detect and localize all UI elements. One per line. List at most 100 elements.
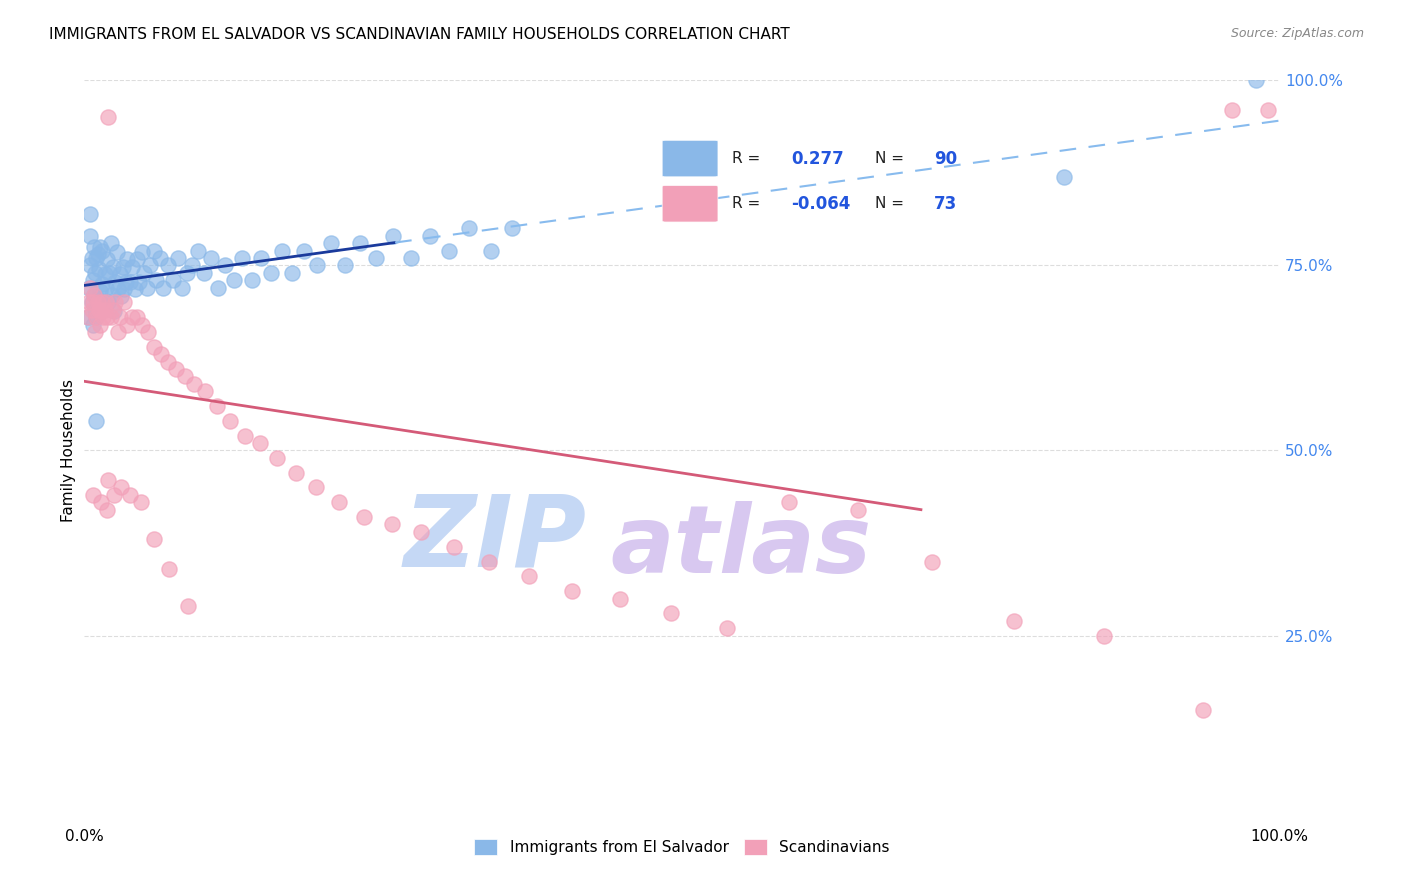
Point: [222, 273, 245, 287]
Point: [86, 310, 108, 325]
Point: [183, 376, 205, 391]
Point: [139, 259, 162, 273]
Point: [97, 473, 120, 487]
Point: [176, 266, 198, 280]
Point: [1257, 103, 1279, 117]
Point: [157, 259, 180, 273]
Point: [118, 275, 141, 289]
Point: [200, 251, 222, 265]
Point: [77, 310, 100, 325]
Point: [77, 280, 100, 294]
Point: [177, 599, 200, 613]
Point: [93, 297, 115, 311]
Point: [131, 245, 153, 260]
Point: [307, 259, 329, 273]
Point: [98, 266, 121, 280]
Point: [1092, 628, 1115, 642]
Point: [82, 488, 104, 502]
Point: [97, 295, 120, 310]
Point: [110, 267, 132, 281]
Point: [157, 562, 180, 576]
Point: [205, 399, 228, 413]
Point: [91, 277, 114, 291]
Point: [419, 228, 441, 243]
Point: [364, 251, 387, 265]
Point: [380, 517, 402, 532]
Point: [103, 488, 125, 502]
Point: [165, 362, 187, 376]
Text: 0.277: 0.277: [792, 150, 844, 168]
Point: [121, 310, 143, 325]
Point: [219, 414, 242, 428]
Point: [82, 295, 104, 310]
Point: [517, 569, 540, 583]
Point: [101, 288, 124, 302]
Point: [104, 275, 127, 289]
Point: [86, 251, 108, 265]
Point: [270, 244, 292, 258]
Point: [231, 251, 253, 265]
Point: [103, 304, 125, 318]
Point: [149, 347, 172, 361]
Point: [846, 502, 869, 516]
Point: [96, 252, 118, 267]
Y-axis label: Family Households: Family Households: [60, 379, 76, 522]
FancyBboxPatch shape: [662, 140, 718, 177]
Text: N =: N =: [875, 151, 908, 166]
Point: [91, 244, 114, 258]
Point: [77, 310, 100, 325]
Point: [80, 302, 103, 317]
Point: [173, 369, 195, 384]
Point: [87, 299, 110, 313]
Point: [458, 221, 481, 235]
Point: [716, 621, 738, 635]
Point: [79, 259, 101, 273]
Point: [353, 510, 375, 524]
Point: [117, 318, 139, 332]
Point: [193, 266, 215, 280]
Point: [162, 273, 184, 287]
Point: [443, 540, 465, 554]
Point: [90, 495, 112, 509]
Point: [117, 252, 139, 267]
Point: [89, 285, 111, 299]
Text: 73: 73: [934, 194, 957, 213]
Point: [131, 318, 153, 332]
Point: [86, 292, 108, 306]
Point: [166, 251, 188, 265]
Text: R =: R =: [733, 196, 765, 211]
Point: [479, 244, 502, 258]
Point: [478, 555, 501, 569]
Point: [89, 318, 111, 332]
Point: [609, 591, 631, 606]
Point: [1192, 703, 1215, 717]
Point: [86, 295, 108, 310]
Point: [83, 240, 105, 254]
Point: [333, 259, 356, 273]
Point: [79, 228, 101, 243]
Point: [90, 302, 112, 317]
Point: [110, 480, 132, 494]
Point: [152, 280, 174, 294]
Point: [112, 282, 135, 296]
Point: [149, 251, 172, 265]
Point: [87, 262, 110, 277]
Point: [194, 384, 217, 399]
Point: [110, 289, 132, 303]
Text: 90: 90: [934, 150, 957, 168]
Text: N =: N =: [875, 196, 908, 211]
Point: [1053, 169, 1076, 184]
Point: [94, 280, 117, 294]
Point: [132, 266, 156, 280]
Point: [83, 288, 105, 302]
Point: [284, 466, 307, 480]
Point: [136, 325, 159, 339]
Point: [292, 244, 315, 258]
Point: [96, 310, 118, 325]
Point: [328, 495, 350, 509]
Text: IMMIGRANTS FROM EL SALVADOR VS SCANDINAVIAN FAMILY HOUSEHOLDS CORRELATION CHART: IMMIGRANTS FROM EL SALVADOR VS SCANDINAV…: [49, 27, 790, 42]
Point: [111, 260, 134, 274]
Point: [157, 354, 180, 368]
Point: [142, 340, 165, 354]
Point: [181, 259, 204, 273]
